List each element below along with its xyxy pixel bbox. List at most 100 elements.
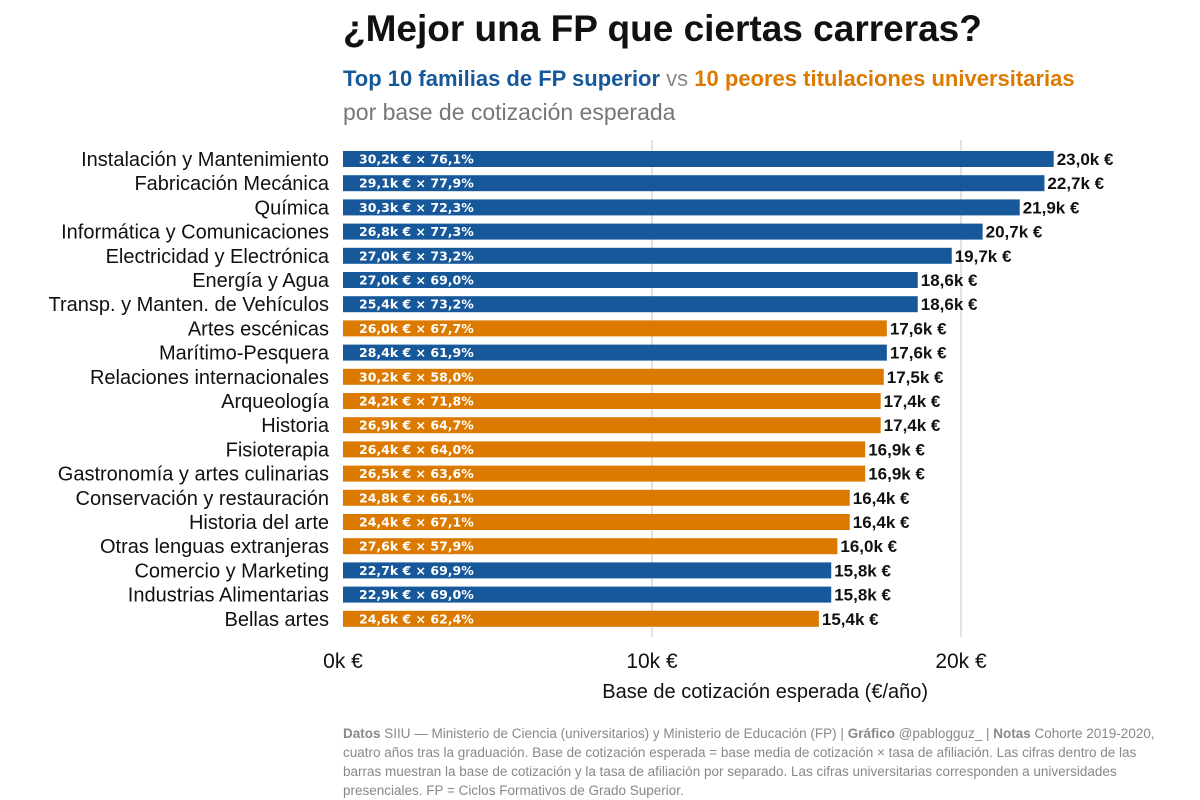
category-label: Artes escénicas (188, 318, 329, 340)
bar (343, 199, 1020, 216)
bar-value-label: 21,9k € (1023, 198, 1080, 217)
subtitle-vs: vs (660, 66, 695, 91)
category-label: Arqueología (221, 391, 330, 413)
bar-value-label: 18,6k € (921, 271, 978, 290)
notes-notas-label: Notas (993, 726, 1031, 741)
notes-notas-text: Cohorte 2019-2020, cuatro años tras la g… (343, 726, 1155, 798)
category-label: Química (255, 197, 330, 219)
bar-inner-label: 30,2k € × 76,1% (359, 152, 474, 167)
x-axis: 0k € 10k € 20k € Base de cotización esperad… (323, 650, 987, 703)
bar (343, 344, 887, 361)
bar-value-label: 22,7k € (1047, 174, 1104, 193)
bar-inner-label: 30,3k € × 72,3% (359, 200, 474, 215)
category-label: Fabricación Mecánica (134, 173, 329, 195)
category-label: Fisioterapia (226, 439, 330, 461)
subtitle-uni: 10 peores titulaciones universitarias (694, 66, 1075, 91)
bar-inner-label: 26,0k € × 67,7% (359, 321, 474, 336)
bar (343, 610, 819, 627)
category-label: Bellas artes (225, 609, 330, 631)
bar-value-label: 16,4k € (853, 513, 910, 532)
bar-inner-label: 22,7k € × 69,9% (359, 563, 474, 578)
bar-inner-label: 27,6k € × 57,9% (359, 539, 474, 554)
bar-inner-label: 24,2k € × 71,8% (359, 394, 474, 409)
bar-value-label: 19,7k € (955, 247, 1012, 266)
bar-value-label: 15,8k € (834, 561, 891, 580)
bar (343, 272, 918, 288)
bar (343, 320, 887, 337)
category-label: Otras lenguas extranjeras (100, 536, 329, 558)
category-label: Gastronomía y artes culinarias (58, 464, 329, 486)
bar (343, 562, 832, 579)
bar-value-label: 16,9k € (868, 440, 925, 459)
category-label: Industrias Alimentarias (128, 585, 329, 607)
bar-value-label: 17,4k € (884, 392, 941, 411)
bar (343, 247, 952, 264)
footnotes: Datos SIIU — Ministerio de Ciencia (univ… (343, 724, 1163, 800)
labels: Instalación y Mantenimiento 30,2k € × 76,… (48, 149, 1113, 631)
subtitle-fp: Top 10 familias de FP superior (343, 66, 661, 91)
notes-grafico-label: Gráfico (847, 726, 895, 741)
notes-datos-text: SIIU — Ministerio de Ciencia (universita… (380, 726, 848, 741)
bar (343, 586, 832, 603)
bar (343, 368, 884, 385)
bar (343, 223, 983, 240)
bar (343, 417, 881, 434)
bar (343, 465, 866, 482)
bar-value-label: 16,9k € (868, 465, 925, 484)
bar-inner-label: 26,5k € × 63,6% (359, 466, 474, 481)
category-label: Energía y Agua (192, 270, 330, 292)
bar-value-label: 16,0k € (840, 537, 897, 556)
chart-subtitle-secondary: por base de cotización esperada (343, 99, 676, 125)
bar-inner-label: 28,4k € × 61,9% (359, 345, 474, 360)
bar (343, 538, 838, 555)
category-label: Electricidad y Electrónica (106, 246, 330, 268)
bar-inner-label: 26,9k € × 64,7% (359, 418, 474, 433)
category-label: Relaciones internacionales (90, 367, 329, 389)
category-label: Transp. y Manten. de Vehículos (48, 294, 329, 316)
category-label: Historia (261, 415, 330, 437)
category-label: Informática y Comunicaciones (61, 222, 329, 244)
x-tick-label: 20k € (935, 650, 987, 673)
chart-title: ¿Mejor una FP que ciertas carreras? (343, 8, 982, 49)
bar-inner-label: 24,6k € × 62,4% (359, 611, 474, 626)
bar (343, 393, 881, 409)
bar-value-label: 15,4k € (822, 610, 879, 629)
bar (343, 296, 918, 313)
bar-value-label: 17,5k € (887, 368, 944, 387)
bar-value-label: 17,6k € (890, 344, 947, 363)
bar-inner-label: 29,1k € × 77,9% (359, 176, 474, 191)
bar-value-label: 15,8k € (834, 586, 891, 605)
bar-inner-label: 26,4k € × 64,0% (359, 442, 474, 457)
bar-inner-label: 27,0k € × 69,0% (359, 273, 474, 288)
bar-inner-label: 26,8k € × 77,3% (359, 224, 474, 239)
bar (343, 151, 1054, 167)
bar-inner-label: 22,9k € × 69,0% (359, 587, 474, 602)
x-tick-label: 10k € (626, 650, 678, 673)
bar-value-label: 17,6k € (890, 319, 947, 338)
bar-inner-label: 30,2k € × 58,0% (359, 369, 474, 384)
category-label: Historia del arte (189, 512, 329, 534)
bar-value-label: 18,6k € (921, 295, 978, 314)
notes-grafico-text: @pablogguz_ | (894, 726, 994, 741)
bar-value-label: 20,7k € (986, 223, 1043, 242)
category-label: Marítimo-Pesquera (159, 343, 330, 365)
bar (343, 514, 850, 530)
bar (343, 489, 850, 506)
bar-inner-label: 27,0k € × 73,2% (359, 248, 474, 263)
bar-inner-label: 24,8k € × 66,1% (359, 490, 474, 505)
bar (343, 441, 866, 458)
bars (343, 151, 1054, 627)
chart-subtitle: Top 10 familias de FP superior vs 10 peo… (343, 66, 1075, 92)
bar-value-label: 17,4k € (884, 416, 941, 435)
bar-value-label: 23,0k € (1057, 150, 1114, 169)
notes-datos-label: Datos (343, 726, 381, 741)
category-label: Comercio y Marketing (134, 560, 329, 582)
x-axis-title: Base de cotización esperada (€/año) (602, 681, 928, 703)
bar (343, 175, 1045, 192)
bar-inner-label: 25,4k € × 73,2% (359, 297, 474, 312)
bar-inner-label: 24,4k € × 67,1% (359, 515, 474, 530)
x-tick-label: 0k € (323, 650, 363, 673)
bar-chart: Instalación y Mantenimiento 30,2k € × 76,… (48, 140, 1114, 703)
bar-value-label: 16,4k € (853, 489, 910, 508)
category-label: Instalación y Mantenimiento (81, 149, 329, 171)
